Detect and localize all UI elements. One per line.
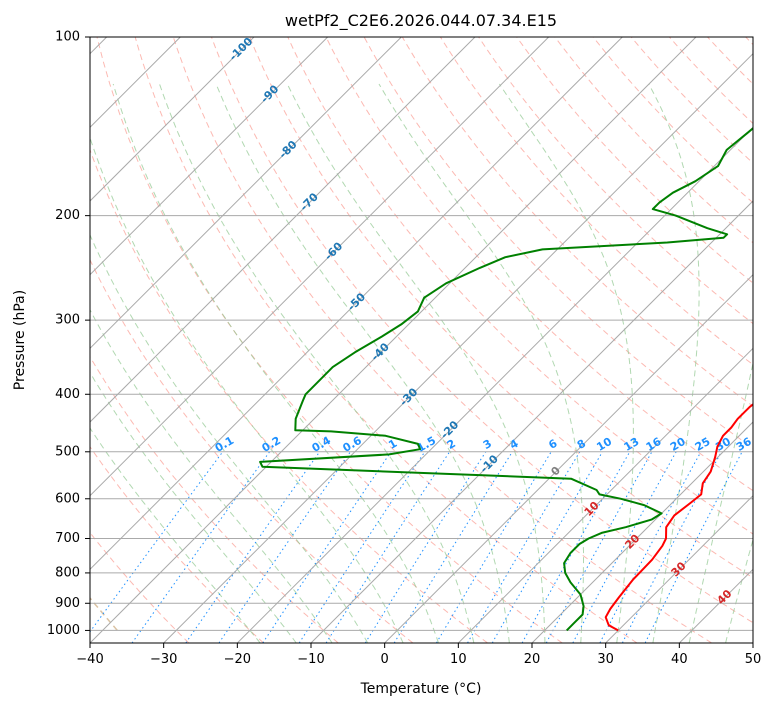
- x-axis-title: Temperature (°C): [360, 681, 482, 697]
- chart-title: wetPf2_C2E6.2026.044.07.34.E15: [285, 11, 557, 31]
- moist-adiabat: [648, 83, 700, 643]
- dry-adiabat: [172, 37, 712, 643]
- y-axis: 100 200 300 400 500 600 700 800 900 1000: [47, 30, 90, 638]
- y-tick-label: 100: [55, 30, 80, 45]
- dry-adiabat: [516, 37, 753, 284]
- mixing-ratio-line: [467, 451, 581, 643]
- x-tick-label: 30: [597, 652, 614, 667]
- isotherm-line: [384, 273, 753, 643]
- moist-adiabat: [725, 537, 753, 643]
- moist-adiabat: [159, 83, 475, 643]
- moist-adiabat: [90, 233, 369, 643]
- grid-lines: [90, 37, 753, 643]
- isotherm-line: [90, 37, 697, 643]
- mixing-ratio-line: [364, 451, 487, 643]
- profile-lines: [259, 126, 753, 632]
- y-tick-label: 700: [55, 531, 80, 546]
- moist-adiabat: [112, 83, 439, 643]
- x-tick-label: 40: [671, 652, 688, 667]
- dry-adiabat: [96, 37, 563, 643]
- dry-adiabat: [287, 37, 753, 535]
- isotherm-line: [90, 37, 623, 571]
- temperature-profile-line: [604, 250, 753, 632]
- isotherm-line: [90, 37, 476, 423]
- isotherm-line: [90, 37, 329, 276]
- mixing-ratio-line: [325, 451, 451, 643]
- moist-adiabat: [498, 83, 634, 643]
- mixing-ratio-line: [218, 451, 351, 643]
- y-tick-label: 1000: [47, 623, 80, 638]
- dry-adiabat: [211, 37, 753, 624]
- y-tick-label: 400: [55, 387, 80, 402]
- isotherm-line: [163, 52, 753, 643]
- plot-area: [90, 37, 753, 643]
- y-tick-label: 200: [55, 208, 80, 223]
- mixing-ratio-line: [572, 451, 677, 643]
- dry-adiabat: [325, 37, 753, 492]
- dry-adiabat: [249, 37, 753, 579]
- isotherm-line: [310, 200, 753, 643]
- dewpoint-profile-line: [259, 126, 753, 632]
- isotherm-line: [90, 37, 402, 350]
- isotherm-line: [531, 421, 753, 643]
- moist-adiabat: [90, 136, 404, 643]
- isotherm-line: [457, 347, 753, 643]
- isotherm-line: [90, 37, 255, 202]
- y-tick-label: 500: [55, 444, 80, 459]
- x-tick-label: 0: [381, 652, 389, 667]
- y-tick-label: 900: [55, 596, 80, 611]
- isotherm-line: [752, 642, 753, 643]
- moist-adiabat: [90, 308, 333, 643]
- x-tick-label: −20: [224, 652, 251, 667]
- y-tick-label: 600: [55, 491, 80, 506]
- moist-adiabat: [688, 360, 753, 643]
- x-tick-label: −10: [297, 652, 324, 667]
- moist-adiabat: [90, 427, 261, 643]
- y-tick-label: 800: [55, 565, 80, 580]
- isotherm-line: [90, 37, 550, 497]
- isotherm-line: [605, 494, 753, 643]
- mixing-ratio-line: [599, 451, 702, 643]
- mixing-ratio-line: [262, 451, 392, 643]
- moist-adiabat: [90, 371, 297, 643]
- x-tick-label: −40: [76, 652, 103, 667]
- x-tick-label: 10: [450, 652, 467, 667]
- y-tick-label: 300: [55, 313, 80, 328]
- x-tick-label: −30: [150, 652, 177, 667]
- mixing-ratio-line: [435, 451, 552, 643]
- x-tick-label: 20: [524, 652, 541, 667]
- y-axis-title: Pressure (hPa): [12, 290, 28, 390]
- dry-adiabat: [90, 445, 264, 643]
- dry-adiabat: [134, 37, 638, 643]
- x-axis: −40 −30 −20 −10 0 10 20 30 40 50: [76, 643, 761, 667]
- moist-adiabat: [215, 83, 510, 643]
- mixing-ratio-line: [185, 451, 321, 643]
- plot-frame: [89, 36, 754, 644]
- dry-adiabat: [90, 258, 414, 643]
- x-tick-label: 50: [745, 652, 762, 667]
- mixing-ratio-line: [298, 451, 426, 643]
